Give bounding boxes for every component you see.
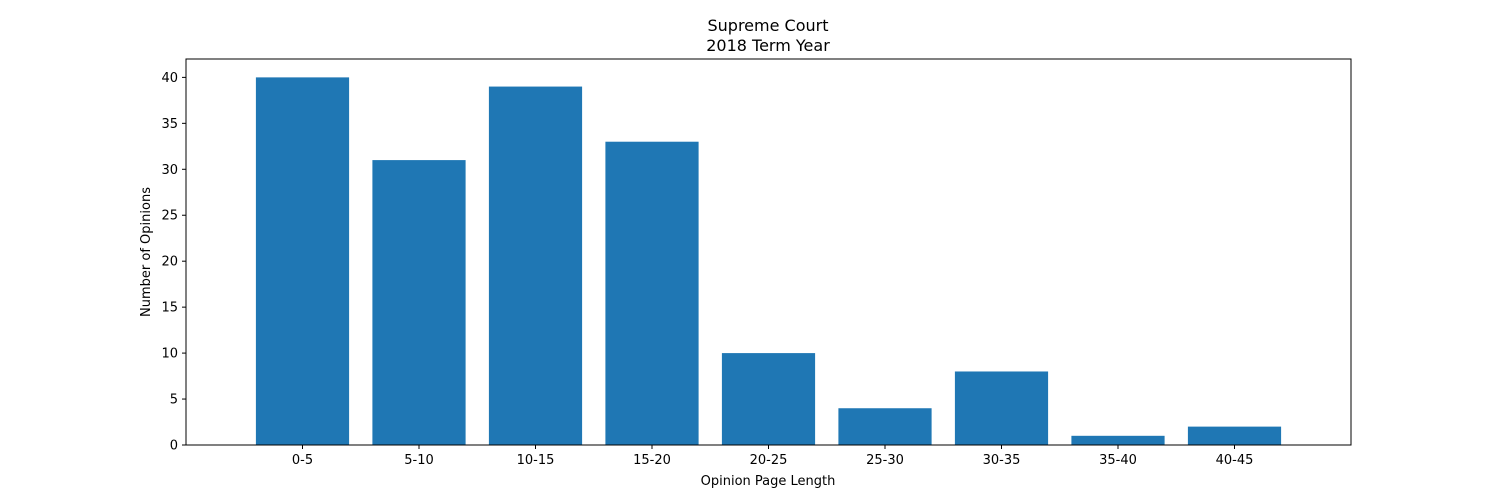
bar-25-30	[838, 408, 932, 445]
x-axis: 0-5 5-10 10-15 15-20 20-25 25-30 30-35 35-40 40-…	[292, 445, 1254, 468]
bar-10-15	[488, 86, 583, 446]
y-axis: 0 5 10 15 20 25 30 35 40	[161, 71, 186, 454]
x-tick-label: 0-5	[292, 453, 313, 468]
x-tick-label: 25-30	[866, 453, 904, 468]
bars-group	[255, 77, 1282, 446]
x-tick-label: 35-40	[1099, 453, 1137, 468]
x-axis-label: Opinion Page Length	[701, 474, 836, 489]
bar-0-5	[255, 77, 350, 445]
bar-20-25	[721, 353, 816, 445]
x-tick-label: 20-25	[750, 453, 788, 468]
y-tick-label: 5	[170, 393, 178, 408]
y-tick-label: 0	[170, 439, 178, 454]
bar-15-20	[605, 141, 699, 445]
y-tick-label: 40	[161, 71, 178, 86]
y-tick-label: 15	[161, 301, 178, 316]
y-tick-label: 10	[161, 347, 178, 362]
x-tick-label: 30-35	[983, 453, 1021, 468]
y-tick-label: 30	[161, 163, 178, 178]
x-tick-label: 15-20	[633, 453, 671, 468]
bar-40-45	[1187, 426, 1282, 445]
x-tick-label: 10-15	[517, 453, 555, 468]
chart-subtitle: 2018 Term Year	[706, 36, 830, 55]
bar-30-35	[954, 371, 1049, 445]
y-axis-label: Number of Opinions	[139, 187, 154, 317]
bar-35-40	[1071, 435, 1165, 445]
y-tick-label: 20	[161, 255, 178, 270]
bar-5-10	[372, 160, 466, 445]
x-tick-label: 40-45	[1216, 453, 1254, 468]
y-tick-label: 35	[161, 117, 178, 132]
y-tick-label: 25	[161, 209, 178, 224]
chart-title: Supreme Court	[708, 16, 829, 35]
x-tick-label: 5-10	[404, 453, 434, 468]
